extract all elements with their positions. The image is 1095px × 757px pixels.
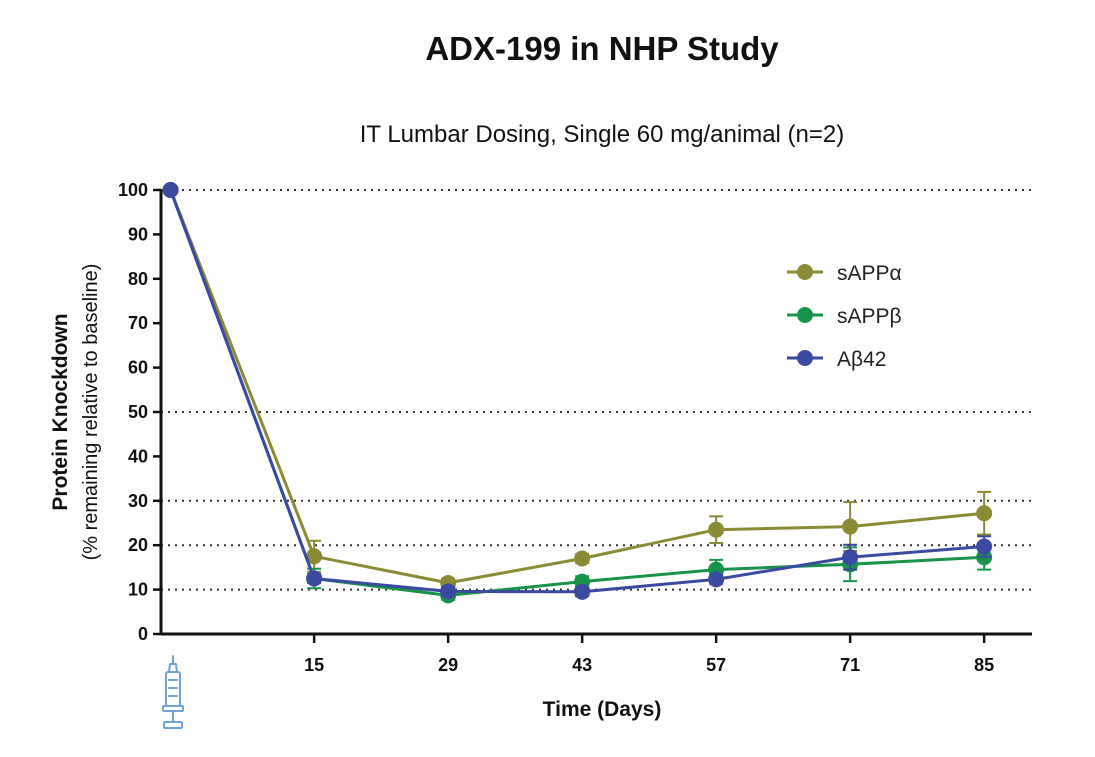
- y-tick-label: 0: [138, 624, 148, 644]
- x-tick-label: 85: [974, 655, 994, 675]
- y-axis-title: Protein Knockdown: [49, 313, 72, 510]
- x-tick-label: 57: [706, 655, 726, 675]
- legend-marker: [797, 307, 813, 323]
- x-tick-label: 29: [438, 655, 458, 675]
- data-point-abeta42: [306, 570, 323, 587]
- legend-label: sAPPβ: [837, 305, 902, 328]
- series-sappalpha: [162, 182, 993, 591]
- data-point-abeta42: [842, 549, 859, 566]
- legend-marker: [797, 264, 813, 280]
- y-axis-subtitle: (% remaining relative to baseline): [80, 264, 102, 561]
- series-line-sappbeta: [169, 189, 985, 597]
- legend-item-sappbeta: sAPPβ: [787, 305, 902, 328]
- data-point-sappalpha: [574, 550, 591, 567]
- series-abeta42: [162, 182, 993, 600]
- data-point-sappalpha: [708, 521, 725, 538]
- x-tick-label: 43: [572, 655, 592, 675]
- y-tick-label: 90: [128, 224, 148, 244]
- series-sappbeta: [162, 182, 993, 604]
- data-point-sappalpha: [306, 548, 323, 565]
- x-axis-title: Time (Days): [543, 698, 662, 721]
- legend-marker: [797, 350, 813, 366]
- chart-subtitle: IT Lumbar Dosing, Single 60 mg/animal (n…: [360, 121, 844, 148]
- legend-label: sAPPα: [837, 262, 902, 285]
- x-axis: 15 29 43 57 71 85: [161, 632, 1032, 675]
- legend: sAPPα sAPPβ Aβ42: [787, 262, 902, 371]
- legend-item-sappalpha: sAPPα: [787, 262, 902, 285]
- data-point-abeta42: [708, 571, 725, 588]
- y-tick-label: 50: [128, 402, 148, 422]
- legend-item-abeta42: Aβ42: [787, 348, 886, 371]
- x-tick-label: 71: [840, 655, 860, 675]
- y-tick-label: 30: [128, 491, 148, 511]
- y-tick-label: 20: [128, 535, 148, 555]
- data-series: [162, 182, 993, 604]
- y-tick-label: 80: [128, 269, 148, 289]
- x-tick-label: 15: [304, 655, 324, 675]
- data-point-abeta42: [976, 538, 993, 555]
- data-point-sappalpha: [976, 505, 993, 522]
- chart-title: ADX-199 in NHP Study: [425, 30, 779, 67]
- y-tick-label: 40: [128, 446, 148, 466]
- series-line-abeta42: [169, 189, 985, 594]
- y-tick-label: 70: [128, 313, 148, 333]
- gridlines: [161, 189, 1032, 591]
- data-point-sappalpha: [842, 518, 859, 535]
- y-axis: 0 10 20 30 40 50 60 70 80 90 100: [118, 180, 163, 644]
- data-point-abeta42: [440, 583, 457, 600]
- y-tick-label: 100: [118, 180, 148, 200]
- data-point-abeta42: [574, 583, 591, 600]
- y-tick-label: 60: [128, 358, 148, 378]
- syringe-icon: [162, 655, 184, 729]
- y-tick-label: 10: [128, 580, 148, 600]
- data-point-abeta42: [162, 182, 179, 198]
- legend-label: Aβ42: [837, 348, 886, 371]
